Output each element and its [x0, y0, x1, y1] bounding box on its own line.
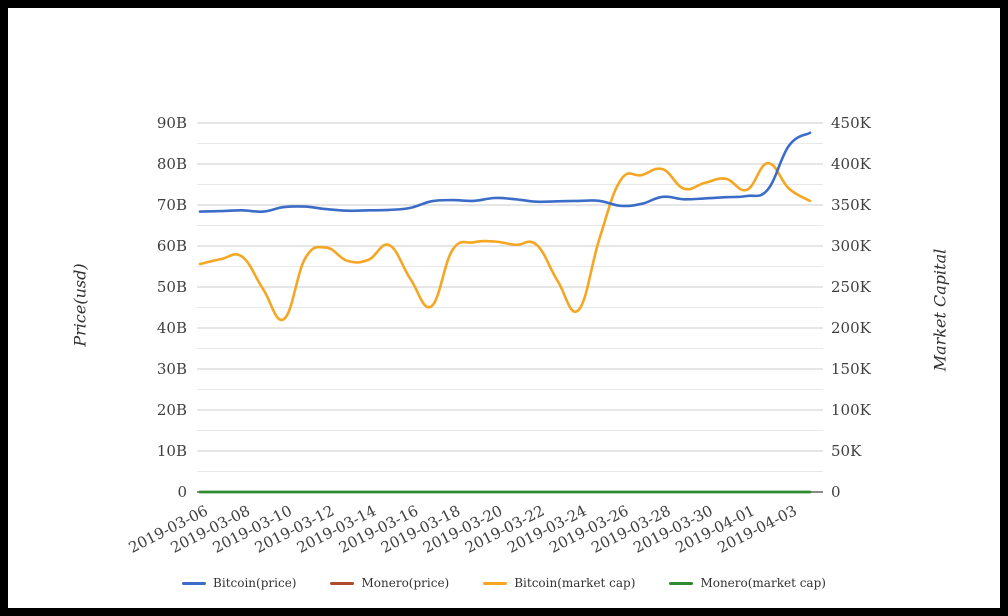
y-tick-right: 400K	[831, 155, 872, 173]
y-tick-left: 40B	[157, 319, 187, 337]
legend-label: Monero(market cap)	[700, 576, 826, 590]
legend-item-monero-price[interactable]: Monero(price)	[330, 576, 449, 590]
y-tick-left: 50B	[157, 278, 187, 296]
legend: Bitcoin(price) Monero(price) Bitcoin(marke…	[8, 576, 1000, 590]
series-line-bitcoin-price	[198, 131, 812, 214]
series-line-bitcoin-market-cap	[198, 161, 812, 322]
crypto-line-chart[interactable]: 0 10B 20B 30B 40B 50B 60B 70B 80B 90B 0 50K 100K 150K…	[8, 8, 1000, 608]
gridlines	[197, 122, 823, 493]
y-tick-left: 90B	[157, 114, 187, 132]
legend-label: Bitcoin(price)	[213, 576, 297, 590]
legend-line-icon	[669, 581, 694, 585]
y-axis-title-right: Market Capital	[930, 248, 950, 372]
legend-item-bitcoin-price[interactable]: Bitcoin(price)	[182, 576, 296, 590]
chart-canvas: 0 10B 20B 30B 40B 50B 60B 70B 80B 90B 0 50K 100K 150K…	[8, 8, 1000, 608]
legend-label: Monero(price)	[361, 576, 450, 590]
y-tick-right: 150K	[831, 360, 872, 378]
legend-line-icon	[182, 581, 207, 585]
y-axis-title-left: Price(usd)	[70, 263, 90, 347]
y-tick-left: 10B	[157, 442, 187, 460]
y-tick-right: 350K	[831, 196, 872, 214]
x-axis-labels: 2019-03-062019-03-082019-03-102019-03-12…	[126, 502, 800, 557]
y-tick-right: 0	[831, 483, 841, 501]
y-axis-labels-left: 0 10B 20B 30B 40B 50B 60B 70B 80B 90B	[157, 114, 187, 501]
y-tick-right: 200K	[831, 319, 872, 337]
y-tick-right: 300K	[831, 237, 872, 255]
legend-line-icon	[483, 581, 508, 585]
y-tick-left: 30B	[157, 360, 187, 378]
y-tick-left: 70B	[157, 196, 187, 214]
y-axis-labels-right: 0 50K 100K 150K 200K 250K 300K 350K 400K 450K	[831, 114, 872, 501]
y-tick-left: 60B	[157, 237, 187, 255]
y-tick-left: 80B	[157, 155, 187, 173]
legend-item-bitcoin-market-cap[interactable]: Bitcoin(market cap)	[483, 576, 635, 590]
y-tick-right: 50K	[831, 442, 862, 460]
legend-label: Bitcoin(market cap)	[514, 576, 636, 590]
y-tick-left: 20B	[157, 401, 187, 419]
y-tick-right: 250K	[831, 278, 872, 296]
y-tick-right: 100K	[831, 401, 872, 419]
legend-item-monero-market-cap[interactable]: Monero(market cap)	[669, 576, 826, 590]
y-tick-left: 0	[177, 483, 187, 501]
legend-line-icon	[330, 581, 355, 585]
y-tick-right: 450K	[831, 114, 872, 132]
